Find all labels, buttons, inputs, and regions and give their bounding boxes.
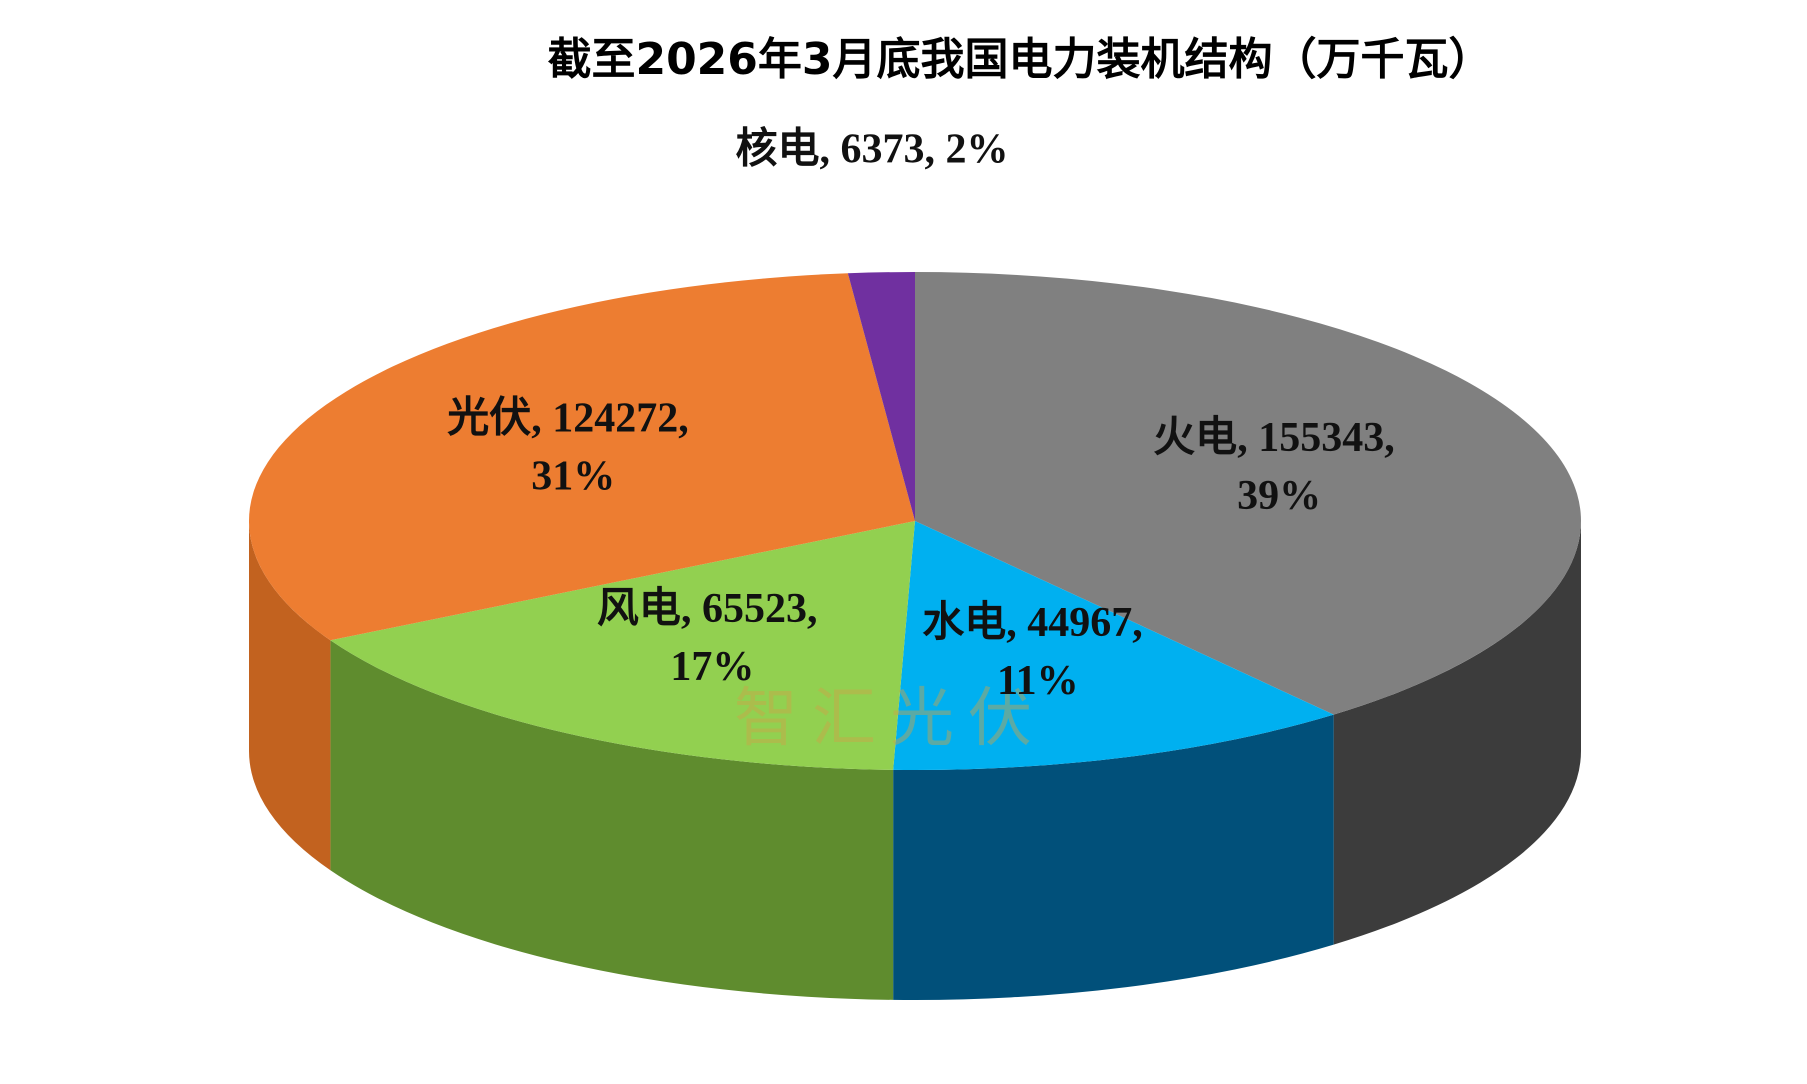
label-percent: 39% [1237, 473, 1321, 519]
label-separator: , [819, 127, 840, 173]
label-value: 44967 [1027, 600, 1132, 646]
pie-slice [330, 521, 915, 770]
label-category: 水电 [922, 597, 1006, 646]
pie-side [1333, 521, 1581, 945]
data-label: 风电, 65523, 17% [597, 583, 828, 690]
label-separator: , [678, 396, 699, 442]
label-line: 17% [670, 644, 754, 690]
pie-slice [249, 273, 915, 641]
label-category: 风电 [597, 583, 681, 632]
label-category: 火电 [1153, 412, 1237, 461]
label-value: 65523 [702, 586, 807, 632]
label-separator: , [1237, 415, 1258, 461]
watermark: 智汇光伏 [734, 682, 1046, 756]
label-line: 核电, 6373, 2% [735, 124, 1008, 173]
label-line: 31% [531, 454, 615, 500]
data-label: 核电, 6373, 2% [735, 124, 1008, 173]
label-line: 火电, 155343, [1153, 412, 1405, 461]
label-category: 核电 [735, 124, 819, 173]
label-line: 39% [1237, 473, 1321, 519]
data-label: 光伏, 124272, 31% [447, 393, 699, 500]
label-line: 水电, 44967, [922, 597, 1153, 646]
label-category: 光伏 [447, 393, 531, 442]
label-percent: 31% [531, 454, 615, 500]
label-separator: , [1384, 415, 1405, 461]
label-line: 风电, 65523, [597, 583, 828, 632]
pie-side [330, 640, 894, 1000]
label-separator: , [681, 586, 702, 632]
label-separator: , [531, 396, 552, 442]
label-separator: , [1132, 600, 1153, 646]
chart-title: 截至2026年3月底我国电力装机结构（万千瓦） [547, 34, 1492, 85]
label-separator: , [1006, 600, 1027, 646]
pie-slice [893, 521, 1334, 770]
label-line: 11% [997, 658, 1079, 704]
data-label: 火电, 155343, 39% [1153, 412, 1405, 519]
pie-slice [847, 272, 915, 521]
pie-side [249, 521, 331, 871]
label-line: 光伏, 124272, [447, 393, 699, 442]
label-separator: , [807, 586, 828, 632]
label-value: 124272 [552, 396, 678, 442]
label-value: 6373 [840, 127, 924, 173]
label-percent: 17% [670, 644, 754, 690]
label-value: 155343 [1258, 415, 1384, 461]
data-label: 水电, 44967, 11% [922, 597, 1153, 704]
pie-slice [915, 272, 1581, 715]
label-percent: 2% [945, 127, 1008, 173]
label-separator: , [924, 127, 945, 173]
label-percent: 11% [997, 658, 1079, 704]
pie-side [893, 714, 1334, 1001]
